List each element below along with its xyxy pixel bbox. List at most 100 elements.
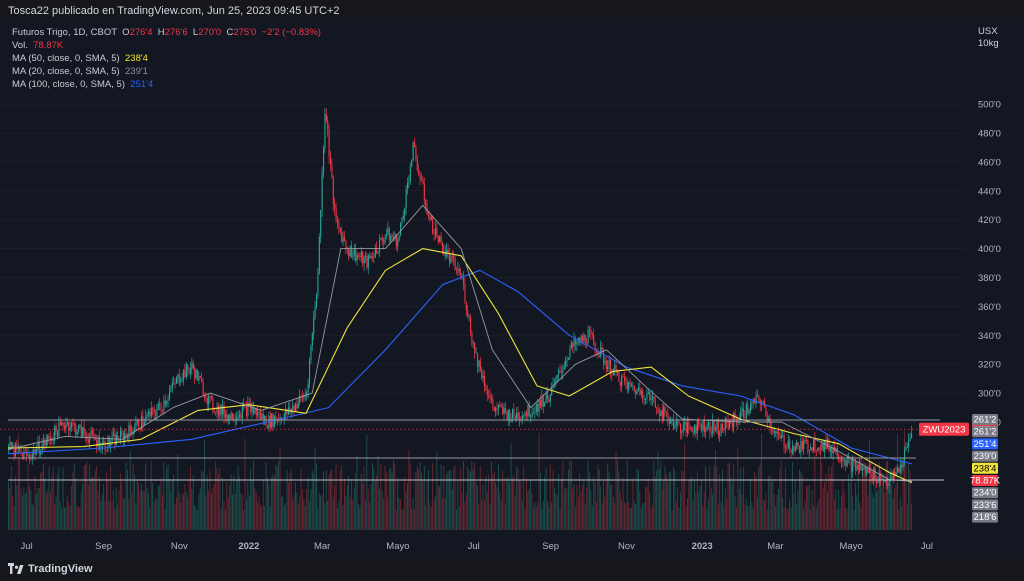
candle <box>332 177 334 204</box>
candle <box>148 411 150 415</box>
volume-bar <box>678 507 680 530</box>
axis-tag <box>972 414 998 425</box>
legend-ma50-label[interactable]: MA (50, close, 0, SMA, 5) <box>12 53 120 64</box>
candle <box>117 434 119 441</box>
volume-bar <box>152 482 154 530</box>
candle <box>615 365 617 373</box>
volume-bar <box>495 482 497 530</box>
volume-bar <box>507 477 509 530</box>
candle <box>796 442 798 447</box>
volume-bar <box>845 507 847 530</box>
volume-bar <box>276 466 278 530</box>
symbol-tag <box>919 422 969 436</box>
candle <box>657 408 659 414</box>
volume-bar <box>243 509 245 530</box>
volume-bar <box>674 470 676 530</box>
candle <box>423 183 425 200</box>
volume-bar <box>261 506 263 530</box>
volume-bar <box>643 502 645 530</box>
volume-bar <box>73 463 75 530</box>
candle <box>187 364 189 371</box>
candle <box>103 441 105 444</box>
candle <box>467 310 469 317</box>
legend-ma100-label[interactable]: MA (100, close, 0, SMA, 5) <box>12 79 125 90</box>
candle <box>409 166 411 182</box>
candle <box>561 371 563 373</box>
volume-bar <box>773 493 775 530</box>
volume-bar <box>233 474 235 530</box>
volume-bar <box>258 496 260 530</box>
candle <box>618 370 620 382</box>
price-chart[interactable]: 280'0300'0320'0340'0360'0380'0400'0420'0… <box>0 22 1024 558</box>
volume-bar <box>489 504 491 530</box>
candle <box>818 447 820 450</box>
volume-bar <box>34 475 36 530</box>
volume-bar <box>715 450 716 530</box>
candle <box>47 435 49 442</box>
volume-bar <box>428 469 429 530</box>
candle <box>871 477 873 480</box>
volume-bar <box>517 468 519 530</box>
volume-bar <box>146 487 148 530</box>
candle <box>668 418 670 424</box>
volume-bar <box>744 505 746 530</box>
candle <box>155 413 157 416</box>
volume-bar <box>197 509 198 530</box>
volume-bar <box>530 479 532 530</box>
candle <box>218 406 220 416</box>
footer-brand[interactable]: TradingView <box>28 563 93 575</box>
volume-bar <box>579 473 581 530</box>
legend-vol-label[interactable]: Vol. <box>12 40 28 51</box>
volume-bar <box>677 486 679 530</box>
candle <box>176 377 178 384</box>
chart-area[interactable] <box>0 22 1024 558</box>
volume-bar <box>62 467 64 530</box>
candle <box>745 404 747 418</box>
volume-bar <box>471 461 473 530</box>
candle <box>142 416 144 426</box>
candle <box>804 440 806 441</box>
volume-bar <box>521 500 523 530</box>
volume-bar <box>611 483 613 530</box>
candle <box>513 409 515 416</box>
candle <box>253 407 255 414</box>
volume-bar <box>745 498 747 530</box>
volume-bar <box>61 508 63 530</box>
volume-bar <box>345 496 347 530</box>
candle <box>699 424 701 426</box>
volume-bar <box>173 474 175 530</box>
x-tick-label: Jul <box>921 541 933 552</box>
volume-bar <box>706 508 708 530</box>
volume-bar <box>814 454 816 530</box>
legend-close-label: C <box>226 27 234 38</box>
candle <box>150 407 152 417</box>
volume-bar <box>339 470 341 530</box>
volume-bar <box>478 504 480 530</box>
candle <box>562 368 564 373</box>
candle <box>208 396 210 405</box>
candle <box>250 402 252 412</box>
legend-ma20-label[interactable]: MA (20, close, 0, SMA, 5) <box>12 66 120 77</box>
volume-bar <box>351 479 352 530</box>
candle <box>873 467 875 480</box>
candle <box>878 473 880 483</box>
candle <box>573 339 575 347</box>
volume-bar <box>355 473 357 530</box>
candle <box>694 425 696 433</box>
volume-bar <box>335 462 337 530</box>
volume-bar <box>9 487 11 530</box>
candle <box>824 441 826 452</box>
tradingview-logo-icon[interactable] <box>8 563 24 575</box>
volume-bar <box>50 492 51 530</box>
axis-tag <box>972 487 998 499</box>
candle <box>535 404 537 413</box>
axis-tag-label: 238'4 <box>974 463 997 474</box>
legend-symbol[interactable]: Futuros Trigo, 1D, CBOT <box>12 27 117 38</box>
volume-bar <box>516 466 518 530</box>
volume-bar <box>871 493 873 530</box>
candle <box>778 431 780 435</box>
candle <box>836 447 838 457</box>
volume-bar <box>206 475 208 530</box>
candle <box>845 460 847 467</box>
volume-bar <box>461 493 463 530</box>
